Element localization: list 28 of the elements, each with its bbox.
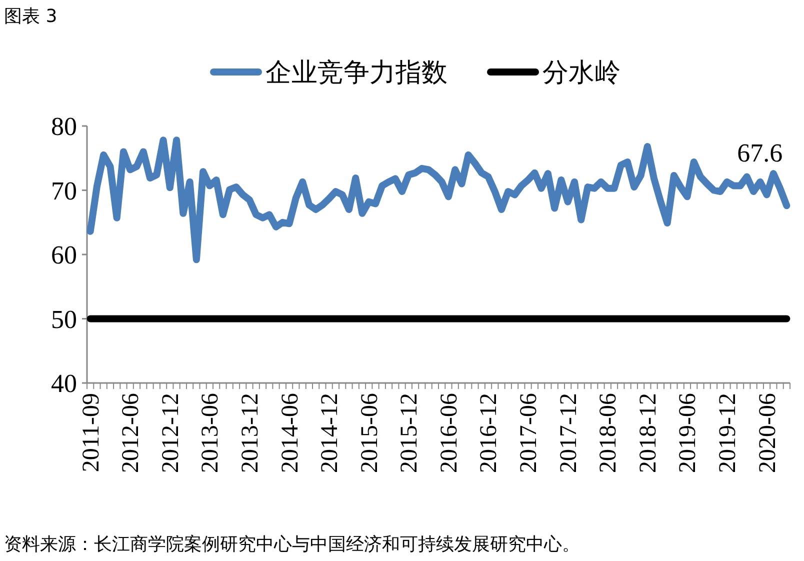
x-tick-label: 2012-12 xyxy=(158,393,184,473)
x-tick-label: 2012-06 xyxy=(118,393,144,473)
y-tick-label: 50 xyxy=(51,304,77,334)
x-tick-label: 2017-12 xyxy=(556,393,582,473)
y-tick-label: 60 xyxy=(51,240,77,270)
x-tick-label: 2020-06 xyxy=(754,393,781,473)
legend-label: 分水岭 xyxy=(542,58,620,88)
x-tick-label: 2011-09 xyxy=(78,393,104,472)
x-tick-label: 2015-06 xyxy=(356,393,383,473)
data-label: 67.6 xyxy=(737,138,783,168)
x-tick-label: 2014-12 xyxy=(317,393,344,473)
x-tick-label: 2019-12 xyxy=(714,393,741,473)
x-tick-label: 2013-06 xyxy=(198,393,224,473)
x-tick-label: 2014-06 xyxy=(277,393,304,473)
legend-label: 企业竞争力指数 xyxy=(266,58,448,88)
x-tick-label: 2018-12 xyxy=(635,393,662,473)
text: 资料来源：长江商学院案例研究中心与中国经济和可持续发展研究中心。 xyxy=(4,534,580,555)
x-tick-label: 2016-12 xyxy=(476,393,502,473)
x-tick-label: 2019-06 xyxy=(675,393,702,473)
x-tick-label: 2013-12 xyxy=(237,393,264,473)
y-tick-label: 40 xyxy=(51,369,77,398)
chart-title: 图表 3 xyxy=(4,6,58,27)
x-tick-label: 2015-12 xyxy=(396,393,423,473)
x-tick-label: 2018-06 xyxy=(596,393,622,473)
x-tick-label: 2017-06 xyxy=(516,393,542,473)
x-tick-label: 2016-06 xyxy=(436,393,462,473)
y-tick-label: 80 xyxy=(51,112,77,141)
y-tick-label: 70 xyxy=(51,176,77,206)
